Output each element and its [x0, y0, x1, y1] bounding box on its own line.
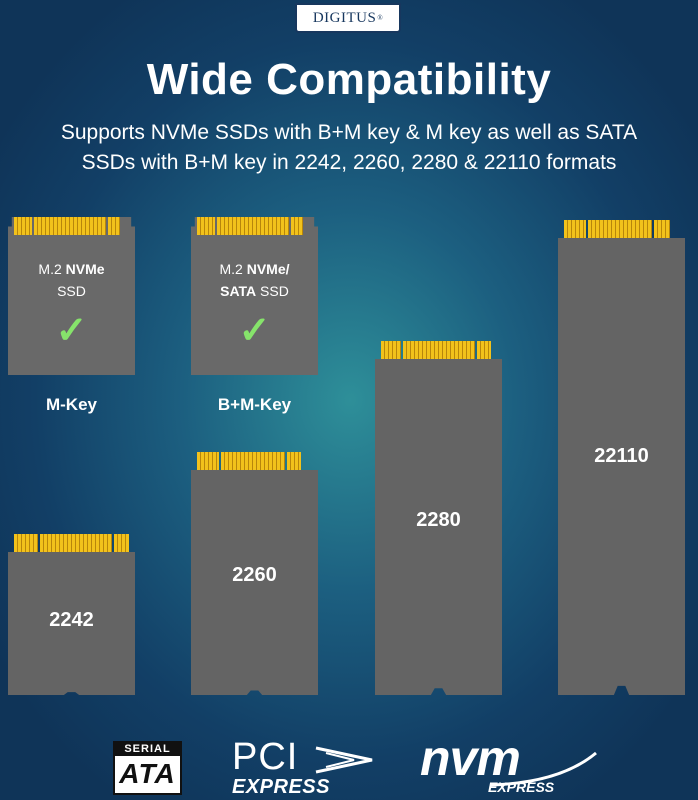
ssd-2260-label: 2260 [232, 564, 277, 586]
m-key-pins [14, 217, 129, 235]
digitus-logo: DIGITUS ® [295, 3, 401, 33]
ssd-22110-pins [564, 220, 679, 238]
registered-mark: ® [377, 14, 384, 22]
ssd-2242: 2242 [8, 552, 135, 695]
pci-chevron-icon [315, 746, 373, 774]
bm-key-label: B+M-Key [217, 395, 292, 414]
subtitle-line-1: Supports NVMe SSDs with B+M key & M key … [60, 121, 638, 144]
subtitle: Supports NVMe SSDs with B+M key & M key … [0, 118, 698, 178]
m-key-card [8, 217, 135, 375]
serial-ata-logo: SERIAL ATA [113, 741, 182, 795]
bm-key-checkmark-icon: ✓ [238, 310, 271, 352]
ssd-2260: 2260 [191, 470, 318, 695]
ssd-2280-pins [381, 341, 496, 359]
bm-key-card [191, 217, 318, 375]
bm-key-type: M.2 NVMe/ SATA SSD [219, 261, 290, 299]
subtitle-line-2: SSDs with B+M key in 2242, 2260, 2280 & … [81, 151, 617, 174]
logo-text: DIGITUS [312, 9, 377, 26]
ssd-2260-pins [197, 452, 312, 470]
m-key-checkmark-icon: ✓ [55, 310, 88, 352]
nvm-swoosh-icon [490, 751, 597, 787]
page-title: Wide Compatibility [146, 55, 552, 104]
ssd-22110: 22110 [558, 238, 685, 695]
m-key-type: M.2 NVMe SSD [38, 261, 105, 299]
bm-key-pins [197, 217, 312, 235]
ssd-2242-label: 2242 [49, 609, 94, 631]
m-key-label: M-Key [45, 395, 97, 414]
pci-express-logo: PCI EXPRESS [232, 738, 382, 798]
ssd-22110-label: 22110 [594, 445, 649, 467]
ssd-2280-label: 2280 [416, 509, 461, 531]
ssd-2242-pins [14, 534, 129, 552]
ssd-2280: 2280 [375, 359, 502, 695]
nvm-express-logo: nvm EXPRESS [420, 733, 597, 797]
